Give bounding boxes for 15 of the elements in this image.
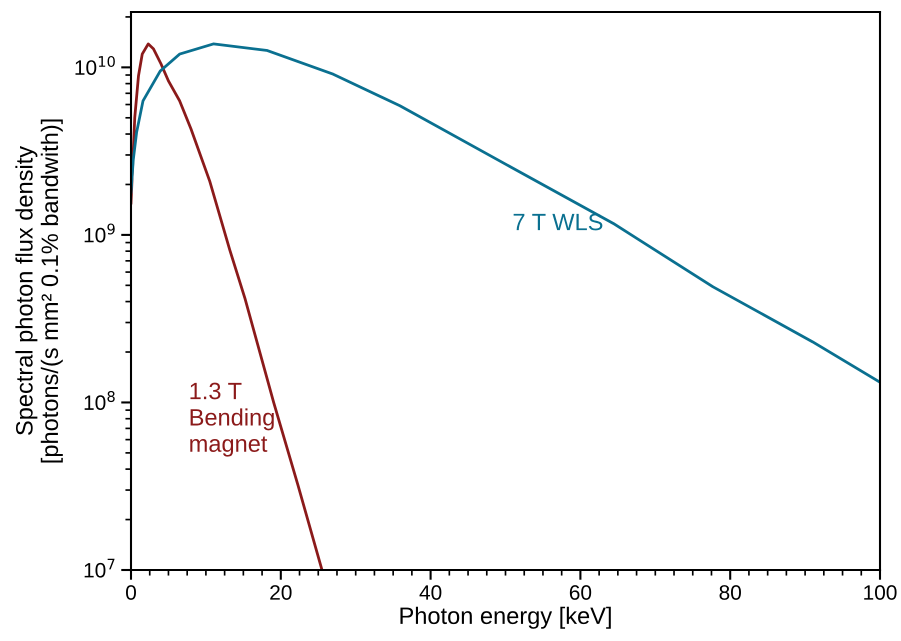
x-axis-title: Photon energy [keV] — [400, 606, 611, 629]
x-tick-label: 40 — [419, 585, 442, 600]
y-axis-title: Spectral photon flux density [photons/(s mm² 0.1% bandwith)] — [15, 119, 63, 463]
x-tick-label: 20 — [270, 585, 292, 600]
x-tick-label: 60 — [570, 585, 592, 600]
x-tick-label: 80 — [720, 585, 741, 600]
x-tick-label: 0 — [126, 585, 136, 600]
line-series — [131, 42, 324, 570]
y-tick-label: 10$^{9}$ — [84, 223, 115, 242]
x-tick-label: 100 — [864, 585, 897, 600]
line-series — [131, 42, 880, 384]
series-label: 1.3 T Bending magnet — [190, 382, 274, 457]
y-tick-label: 10$^{8}$ — [84, 391, 115, 410]
y-tick-label: 10$^{7}$ — [84, 558, 114, 578]
y-tick-label: 10$^{10}$ — [76, 56, 115, 75]
